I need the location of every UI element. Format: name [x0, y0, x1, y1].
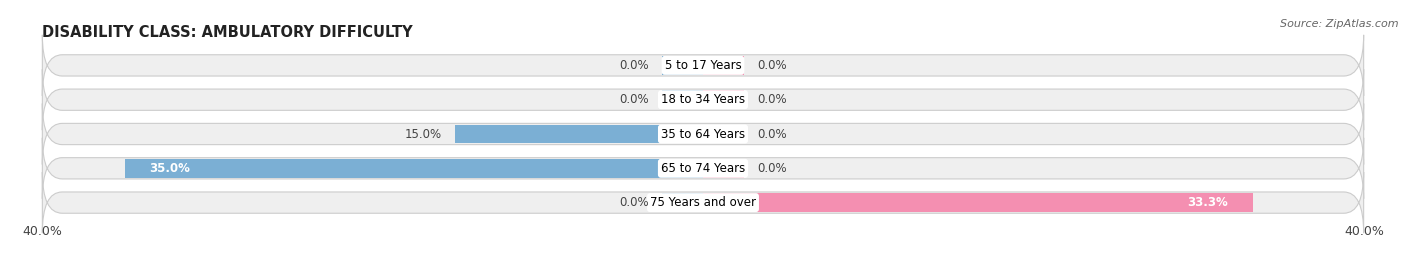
- Text: 65 to 74 Years: 65 to 74 Years: [661, 162, 745, 175]
- Bar: [125, 159, 703, 178]
- FancyBboxPatch shape: [42, 103, 1364, 165]
- Text: 0.0%: 0.0%: [758, 128, 787, 140]
- FancyBboxPatch shape: [42, 35, 1364, 96]
- Text: 0.0%: 0.0%: [619, 93, 648, 106]
- Bar: [703, 125, 744, 143]
- Bar: [703, 159, 744, 178]
- Text: DISABILITY CLASS: AMBULATORY DIFFICULTY: DISABILITY CLASS: AMBULATORY DIFFICULTY: [42, 25, 413, 40]
- Text: 0.0%: 0.0%: [619, 59, 648, 72]
- Bar: [662, 56, 703, 75]
- Text: 5 to 17 Years: 5 to 17 Years: [665, 59, 741, 72]
- Bar: [703, 56, 744, 75]
- Bar: [456, 125, 703, 143]
- FancyBboxPatch shape: [42, 138, 1364, 199]
- Bar: [662, 90, 703, 109]
- Text: 0.0%: 0.0%: [619, 196, 648, 209]
- Text: 75 Years and over: 75 Years and over: [650, 196, 756, 209]
- Text: 35.0%: 35.0%: [149, 162, 190, 175]
- Text: 0.0%: 0.0%: [758, 93, 787, 106]
- FancyBboxPatch shape: [42, 69, 1364, 130]
- Text: 15.0%: 15.0%: [405, 128, 441, 140]
- Bar: [662, 193, 703, 212]
- Text: 0.0%: 0.0%: [758, 162, 787, 175]
- Text: 18 to 34 Years: 18 to 34 Years: [661, 93, 745, 106]
- Bar: [703, 90, 744, 109]
- Text: 33.3%: 33.3%: [1188, 196, 1229, 209]
- FancyBboxPatch shape: [42, 172, 1364, 233]
- Bar: [703, 193, 1253, 212]
- Text: 0.0%: 0.0%: [758, 59, 787, 72]
- Text: Source: ZipAtlas.com: Source: ZipAtlas.com: [1281, 19, 1399, 29]
- Text: 35 to 64 Years: 35 to 64 Years: [661, 128, 745, 140]
